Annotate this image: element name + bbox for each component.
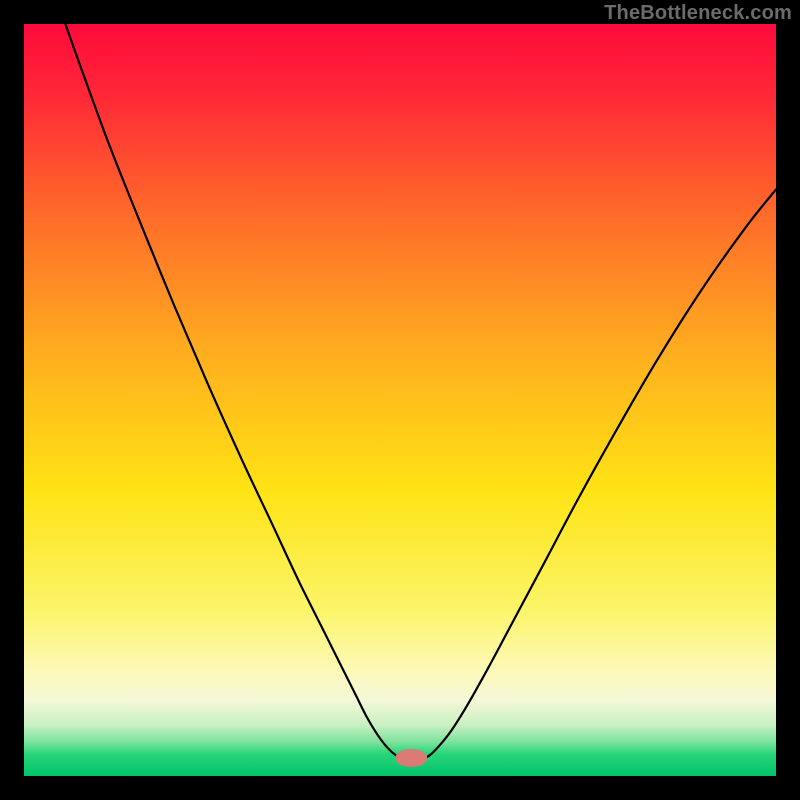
bottleneck-chart (0, 0, 800, 800)
optimal-marker (395, 749, 427, 767)
chart-container: TheBottleneck.com (0, 0, 800, 800)
gradient-background (24, 24, 776, 776)
watermark-text: TheBottleneck.com (604, 2, 792, 25)
